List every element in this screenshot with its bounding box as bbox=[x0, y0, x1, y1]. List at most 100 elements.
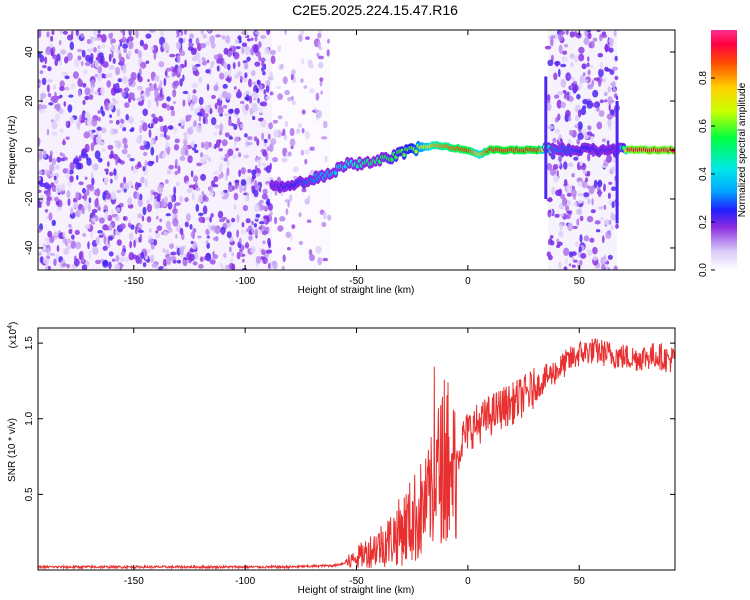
noise-speckle bbox=[122, 65, 127, 75]
noise-speckle bbox=[233, 89, 238, 94]
noise-speckle bbox=[245, 90, 250, 95]
noise-speckle bbox=[41, 245, 47, 253]
noise-speckle bbox=[164, 179, 169, 184]
noise-speckle bbox=[127, 50, 132, 57]
noise-speckle bbox=[257, 97, 260, 104]
noise-speckle bbox=[202, 116, 206, 125]
noise-speckle bbox=[133, 239, 136, 248]
noise-speckle bbox=[212, 250, 215, 257]
noise-speckle bbox=[603, 218, 610, 226]
noise-speckle bbox=[255, 87, 260, 94]
noise-speckle bbox=[96, 73, 102, 82]
noise-speckle bbox=[151, 263, 158, 268]
noise-speckle bbox=[80, 33, 85, 38]
noise-speckle bbox=[44, 236, 50, 243]
noise-speckle bbox=[559, 31, 566, 35]
noise-speckle bbox=[155, 233, 161, 239]
noise-speckle bbox=[201, 191, 204, 195]
noise-speckle bbox=[142, 206, 147, 216]
y-tick-label: 40 bbox=[24, 46, 35, 58]
noise-speckle bbox=[46, 31, 50, 38]
noise-speckle bbox=[577, 199, 583, 204]
noise-speckle bbox=[217, 210, 224, 219]
noise-speckle bbox=[93, 30, 98, 36]
noise-speckle bbox=[227, 184, 234, 192]
noise-speckle bbox=[232, 154, 237, 160]
noise-speckle bbox=[105, 74, 109, 78]
noise-speckle bbox=[599, 61, 603, 70]
noise-speckle bbox=[94, 198, 99, 208]
noise-speckle bbox=[138, 50, 142, 59]
noise-speckle bbox=[240, 123, 244, 129]
noise-speckle bbox=[130, 127, 135, 132]
noise-speckle bbox=[116, 108, 121, 117]
noise-speckle bbox=[244, 62, 249, 70]
noise-speckle bbox=[197, 57, 202, 66]
noise-speckle bbox=[265, 85, 270, 93]
noise-speckle bbox=[82, 82, 87, 88]
noise-speckle bbox=[214, 225, 221, 235]
noise-speckle bbox=[246, 56, 251, 62]
noise-speckle bbox=[159, 218, 163, 223]
noise-speckle bbox=[548, 209, 552, 213]
noise-speckle bbox=[569, 31, 575, 38]
noise-speckle bbox=[254, 203, 260, 213]
noise-speckle bbox=[274, 216, 278, 225]
noise-speckle bbox=[598, 79, 602, 87]
noise-speckle bbox=[119, 40, 123, 47]
noise-speckle bbox=[66, 264, 70, 269]
noise-speckle bbox=[226, 159, 230, 167]
noise-speckle bbox=[108, 236, 113, 241]
noise-speckle bbox=[235, 46, 241, 50]
noise-speckle bbox=[135, 255, 141, 264]
noise-speckle bbox=[221, 264, 224, 270]
noise-speckle bbox=[92, 163, 99, 171]
noise-speckle bbox=[174, 170, 179, 176]
noise-speckle bbox=[251, 169, 257, 176]
noise-speckle bbox=[91, 118, 98, 127]
noise-speckle bbox=[245, 94, 250, 102]
noise-speckle bbox=[115, 157, 118, 166]
noise-speckle bbox=[210, 42, 216, 49]
noise-speckle bbox=[146, 203, 152, 213]
noise-speckle bbox=[195, 203, 200, 212]
noise-speckle bbox=[547, 240, 552, 246]
noise-speckle bbox=[121, 91, 126, 98]
noise-speckle bbox=[88, 94, 94, 100]
noise-speckle bbox=[189, 103, 195, 112]
noise-speckle bbox=[62, 138, 66, 146]
noise-speckle bbox=[232, 185, 235, 191]
noise-speckle bbox=[39, 54, 45, 63]
noise-speckle bbox=[201, 141, 205, 149]
noise-speckle bbox=[233, 192, 239, 201]
noise-speckle bbox=[190, 170, 194, 178]
noise-speckle bbox=[188, 184, 194, 189]
noise-speckle bbox=[614, 55, 618, 62]
noise-speckle bbox=[137, 86, 141, 91]
noise-speckle bbox=[65, 238, 72, 244]
noise-speckle bbox=[109, 171, 114, 177]
noise-speckle bbox=[63, 248, 70, 255]
noise-speckle bbox=[108, 251, 114, 257]
noise-speckle bbox=[280, 63, 284, 70]
noise-speckle bbox=[118, 52, 122, 60]
noise-speckle bbox=[69, 175, 74, 183]
noise-speckle bbox=[258, 221, 265, 225]
noise-speckle bbox=[608, 103, 611, 112]
noise-speckle bbox=[53, 175, 57, 181]
noise-speckle bbox=[296, 128, 301, 134]
noise-speckle bbox=[247, 169, 252, 173]
noise-speckle bbox=[46, 199, 51, 207]
noise-speckle bbox=[571, 251, 577, 256]
noise-speckle bbox=[287, 151, 292, 157]
noise-speckle bbox=[576, 93, 581, 100]
noise-speckle bbox=[213, 225, 216, 234]
noise-speckle bbox=[557, 162, 561, 167]
noise-speckle bbox=[578, 246, 582, 253]
noise-speckle bbox=[291, 69, 296, 75]
noise-speckle bbox=[55, 253, 59, 261]
noise-speckle bbox=[260, 119, 267, 128]
noise-speckle bbox=[162, 248, 166, 253]
noise-speckle bbox=[611, 186, 617, 191]
noise-speckle bbox=[100, 34, 107, 43]
